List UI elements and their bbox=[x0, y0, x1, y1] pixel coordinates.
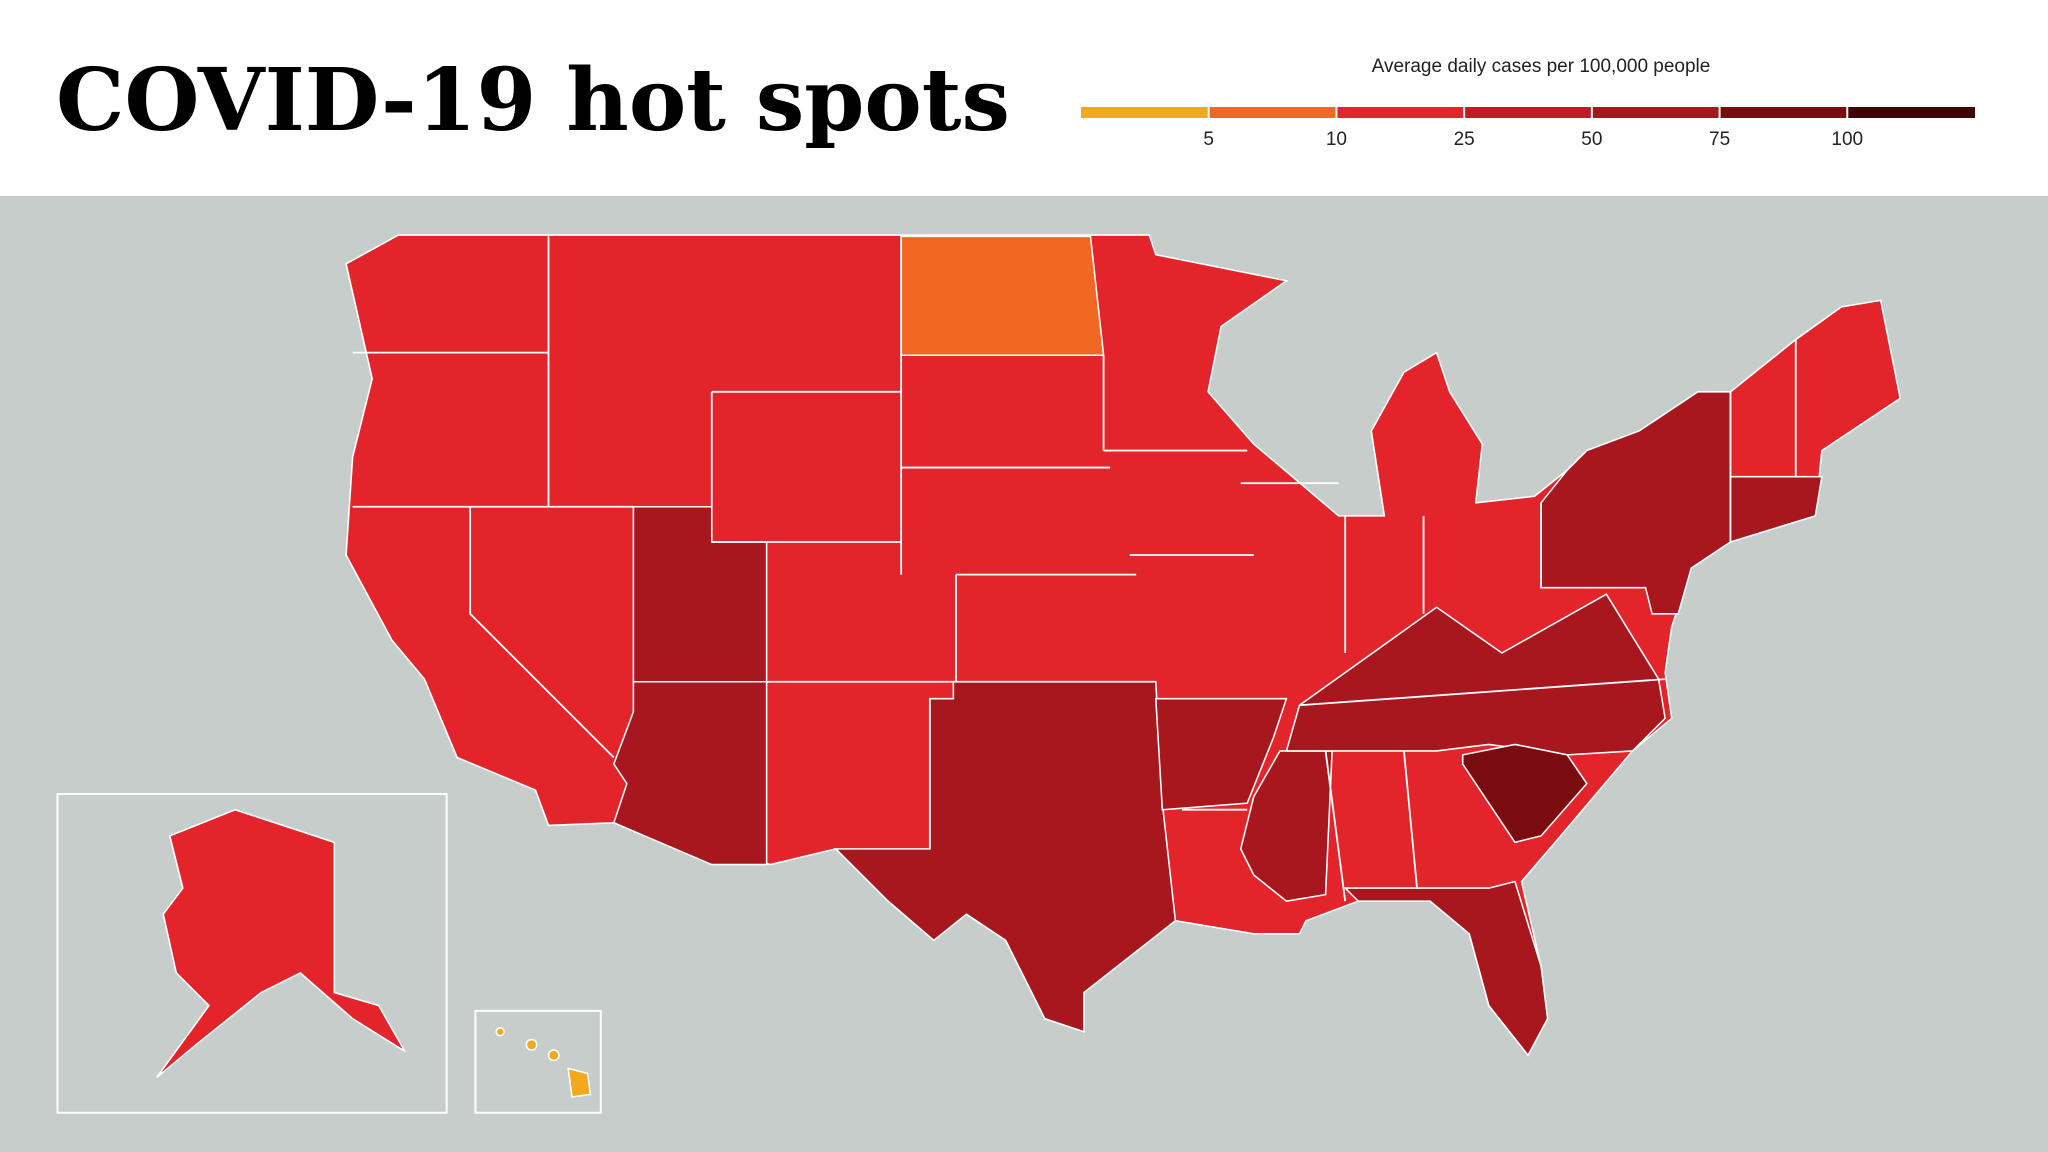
state-region bbox=[1239, 750, 1333, 902]
state-region bbox=[1285, 593, 1666, 756]
legend-swatch bbox=[1464, 107, 1592, 118]
state-region bbox=[547, 1049, 560, 1062]
title: COVID-19 hot spots bbox=[56, 50, 1010, 151]
state-region bbox=[900, 235, 1105, 357]
legend-tick-label: 50 bbox=[1581, 129, 1602, 150]
state-region bbox=[1461, 743, 1588, 844]
state-region bbox=[1343, 880, 1549, 1057]
legend-tick-label: 100 bbox=[1831, 129, 1863, 150]
legend-swatch bbox=[1847, 107, 1975, 118]
legend-title: Average daily cases per 100,000 people bbox=[1372, 56, 1711, 77]
legend-swatch bbox=[1081, 107, 1209, 118]
legend-swatch bbox=[1719, 107, 1848, 118]
state-region bbox=[1154, 697, 1288, 811]
legend: 5 10 25 50 75 100 bbox=[1081, 107, 1975, 150]
legend-tick-label: 10 bbox=[1326, 129, 1347, 150]
legend-tick-label: 5 bbox=[1203, 129, 1214, 150]
legend-swatch bbox=[1591, 107, 1720, 118]
state-region bbox=[612, 680, 768, 866]
legend-swatch bbox=[1336, 107, 1465, 118]
state-region bbox=[567, 1067, 592, 1098]
legend-tick-label: 25 bbox=[1454, 129, 1475, 150]
alaska-inset bbox=[56, 793, 448, 1114]
legend-tick-label: 75 bbox=[1709, 129, 1730, 150]
map bbox=[56, 234, 1902, 1114]
state-region bbox=[156, 808, 406, 1079]
state-region bbox=[525, 1038, 538, 1051]
state-region bbox=[1540, 391, 1823, 615]
header-bg bbox=[0, 0, 2048, 196]
hawaii-inset bbox=[474, 1009, 602, 1114]
legend-swatch bbox=[1208, 107, 1337, 118]
state-borders bbox=[352, 236, 1797, 902]
state-region bbox=[495, 1027, 505, 1037]
